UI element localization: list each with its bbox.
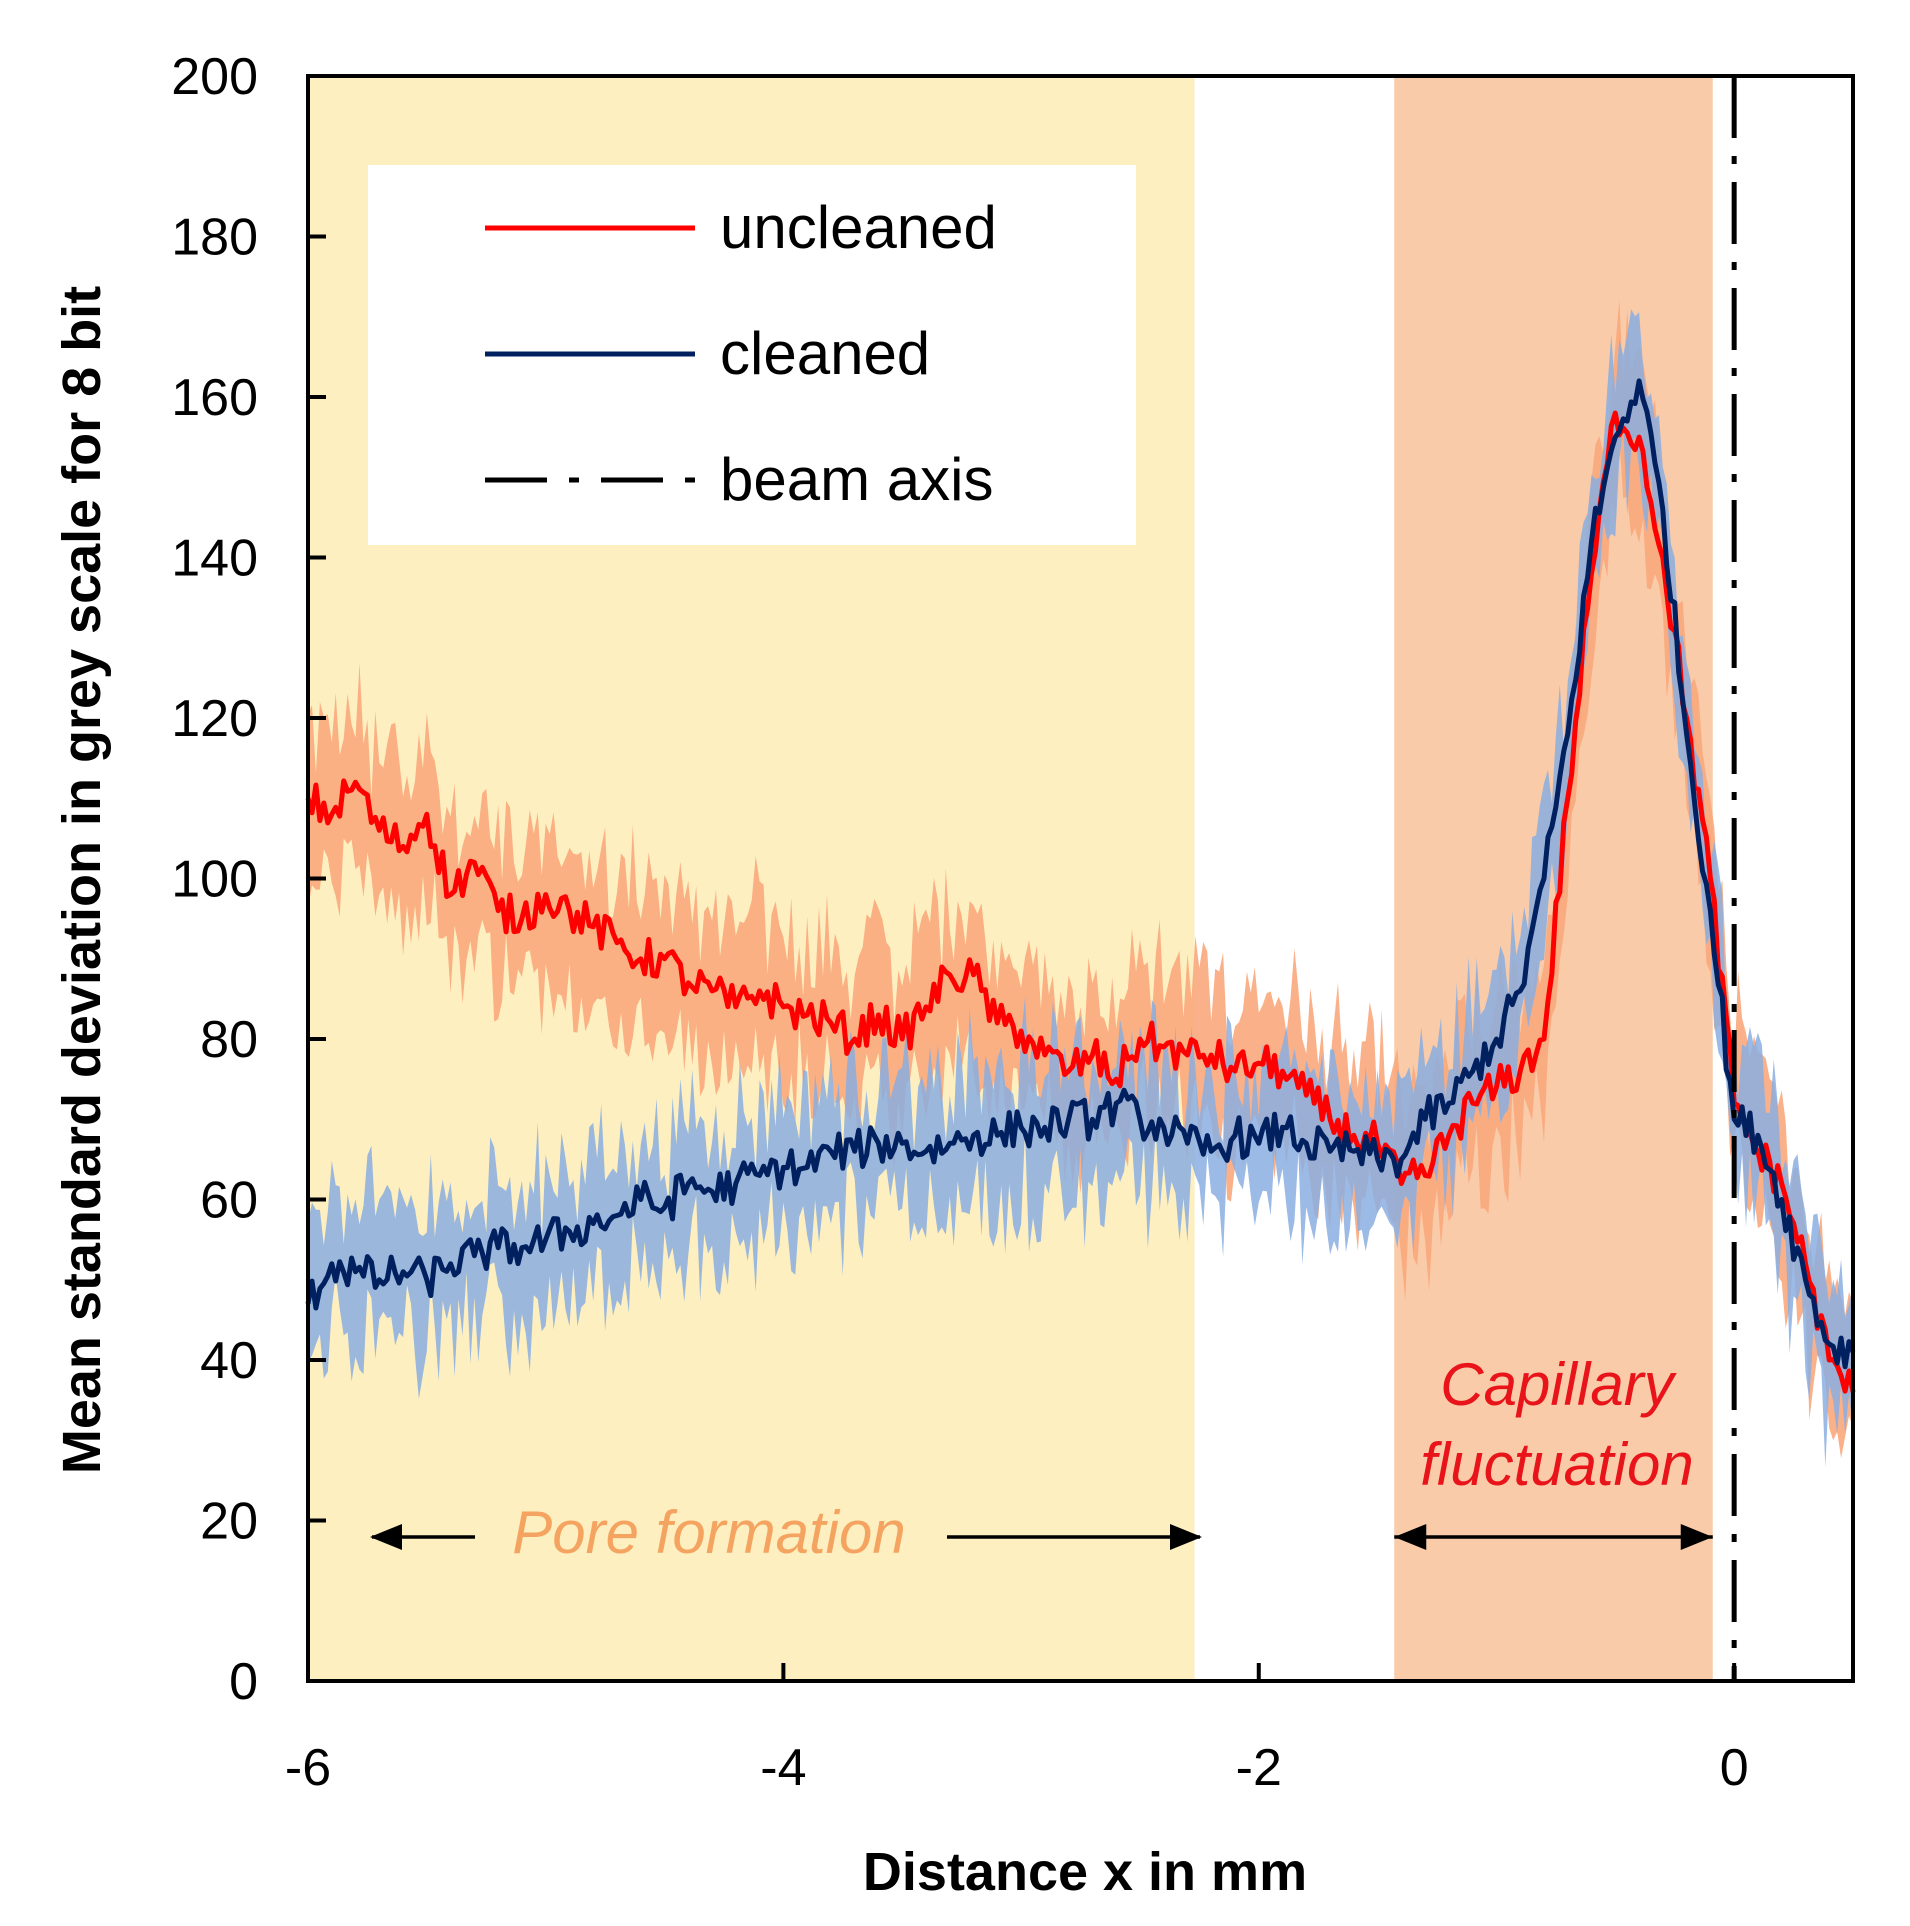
y-tick-label-100: 100 bbox=[171, 851, 258, 909]
y-tick-label-160: 160 bbox=[171, 369, 258, 427]
y-tick-label-60: 60 bbox=[200, 1172, 258, 1230]
x-tick-label--2: -2 bbox=[1236, 1739, 1282, 1797]
line-cleaned bbox=[305, 378, 1856, 1370]
series-lines bbox=[305, 378, 1856, 1394]
y-tick-label-140: 140 bbox=[171, 530, 258, 588]
capillary-arrow-head-right bbox=[1680, 1524, 1713, 1550]
legend-label-cleaned: cleaned bbox=[720, 320, 930, 387]
y-tick-label-40: 40 bbox=[200, 1332, 258, 1390]
y-tick-label-200: 200 bbox=[171, 48, 258, 106]
annotation-fluctuation: fluctuation bbox=[1420, 1431, 1694, 1498]
legend: uncleaned cleaned beam axis bbox=[368, 165, 1136, 545]
legend-label-beam-axis: beam axis bbox=[720, 446, 993, 513]
y-tick-label-0: 0 bbox=[229, 1653, 258, 1711]
pore-arrow-left-head bbox=[370, 1524, 402, 1550]
x-tick-label--4: -4 bbox=[760, 1739, 806, 1797]
y-tick-label-180: 180 bbox=[171, 209, 258, 267]
x-axis-title: Distance x in mm bbox=[863, 1842, 1307, 1902]
line-uncleaned bbox=[305, 410, 1856, 1394]
pore-arrow-right-head bbox=[1170, 1524, 1202, 1550]
y-axis-title: Mean standard deviation in grey scale fo… bbox=[52, 286, 112, 1474]
capillary-arrow-head-left bbox=[1394, 1524, 1427, 1550]
annotation-pore-formation: Pore formation bbox=[512, 1499, 906, 1566]
annotation-capillary: Capillary bbox=[1440, 1351, 1677, 1418]
region-capillary-fluctuation bbox=[1394, 76, 1713, 1681]
y-tick-label-80: 80 bbox=[200, 1011, 258, 1069]
y-tick-label-120: 120 bbox=[171, 690, 258, 748]
x-tick-label--6: -6 bbox=[285, 1739, 331, 1797]
y-tick-label-20: 20 bbox=[200, 1493, 258, 1551]
axes: 0 20 40 60 80 100 120 140 160 180 200 -6 -4 -2 0 Distan… bbox=[52, 48, 1855, 1902]
x-tick-label-0: 0 bbox=[1720, 1739, 1749, 1797]
legend-label-uncleaned: uncleaned bbox=[720, 194, 997, 261]
annotations: Pore formation Capillary fluctuation bbox=[370, 1351, 1713, 1566]
